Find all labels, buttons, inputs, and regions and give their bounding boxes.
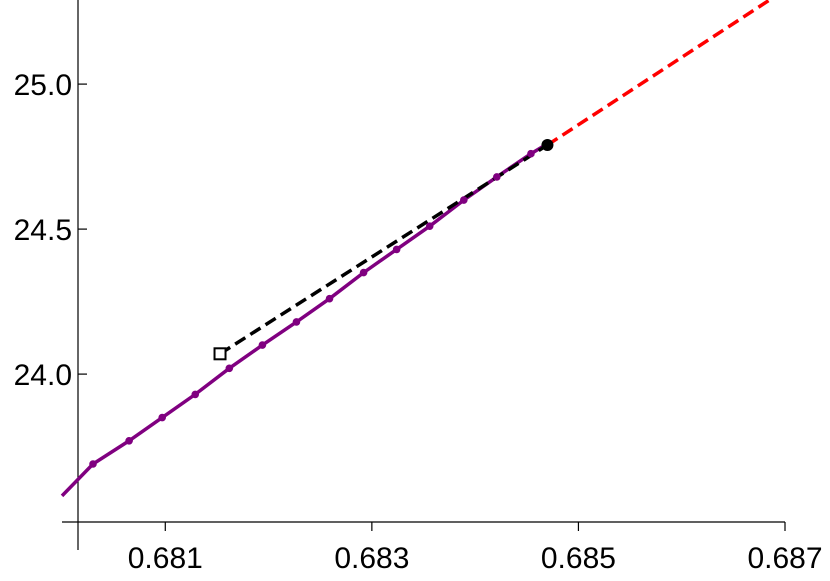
- data-point-marker: [158, 413, 166, 422]
- data-point-marker: [125, 437, 133, 445]
- y-tick-label: 24.5: [14, 214, 72, 247]
- data-point-marker: [258, 341, 267, 349]
- data-point-marker: [527, 149, 535, 158]
- data-point-marker: [191, 390, 200, 399]
- red-dashed-line: [546, 0, 771, 147]
- data-series: [60, 0, 771, 498]
- purple-line: [60, 143, 547, 498]
- y-tick-label: 25.0: [14, 69, 72, 102]
- y-axis-ticks: 24.0 24.5 25.0: [14, 69, 87, 392]
- axes: [62, 0, 785, 550]
- data-point-marker: [225, 364, 234, 373]
- highlight-points: [213, 139, 554, 361]
- x-axis-ticks: 0.681 0.683 0.685 0.687: [128, 522, 823, 575]
- black-dashed-line: [219, 143, 549, 356]
- x-tick-label: 0.683: [334, 542, 409, 575]
- x-tick-label: 0.681: [128, 542, 203, 575]
- data-markers: [89, 149, 535, 468]
- x-tick-label: 0.685: [541, 542, 616, 575]
- y-tick-label: 24.0: [14, 359, 72, 392]
- data-point-marker: [89, 460, 97, 468]
- data-point-marker: [392, 245, 401, 254]
- data-point-marker: [292, 318, 301, 326]
- data-point-marker: [425, 222, 434, 230]
- filled-circle-point: [541, 139, 554, 151]
- open-square-point: [213, 347, 227, 361]
- data-point-marker: [359, 268, 368, 277]
- data-point-marker: [325, 294, 334, 303]
- data-point-marker: [493, 173, 501, 181]
- x-tick-label: 0.687: [747, 542, 822, 575]
- data-point-marker: [459, 196, 468, 204]
